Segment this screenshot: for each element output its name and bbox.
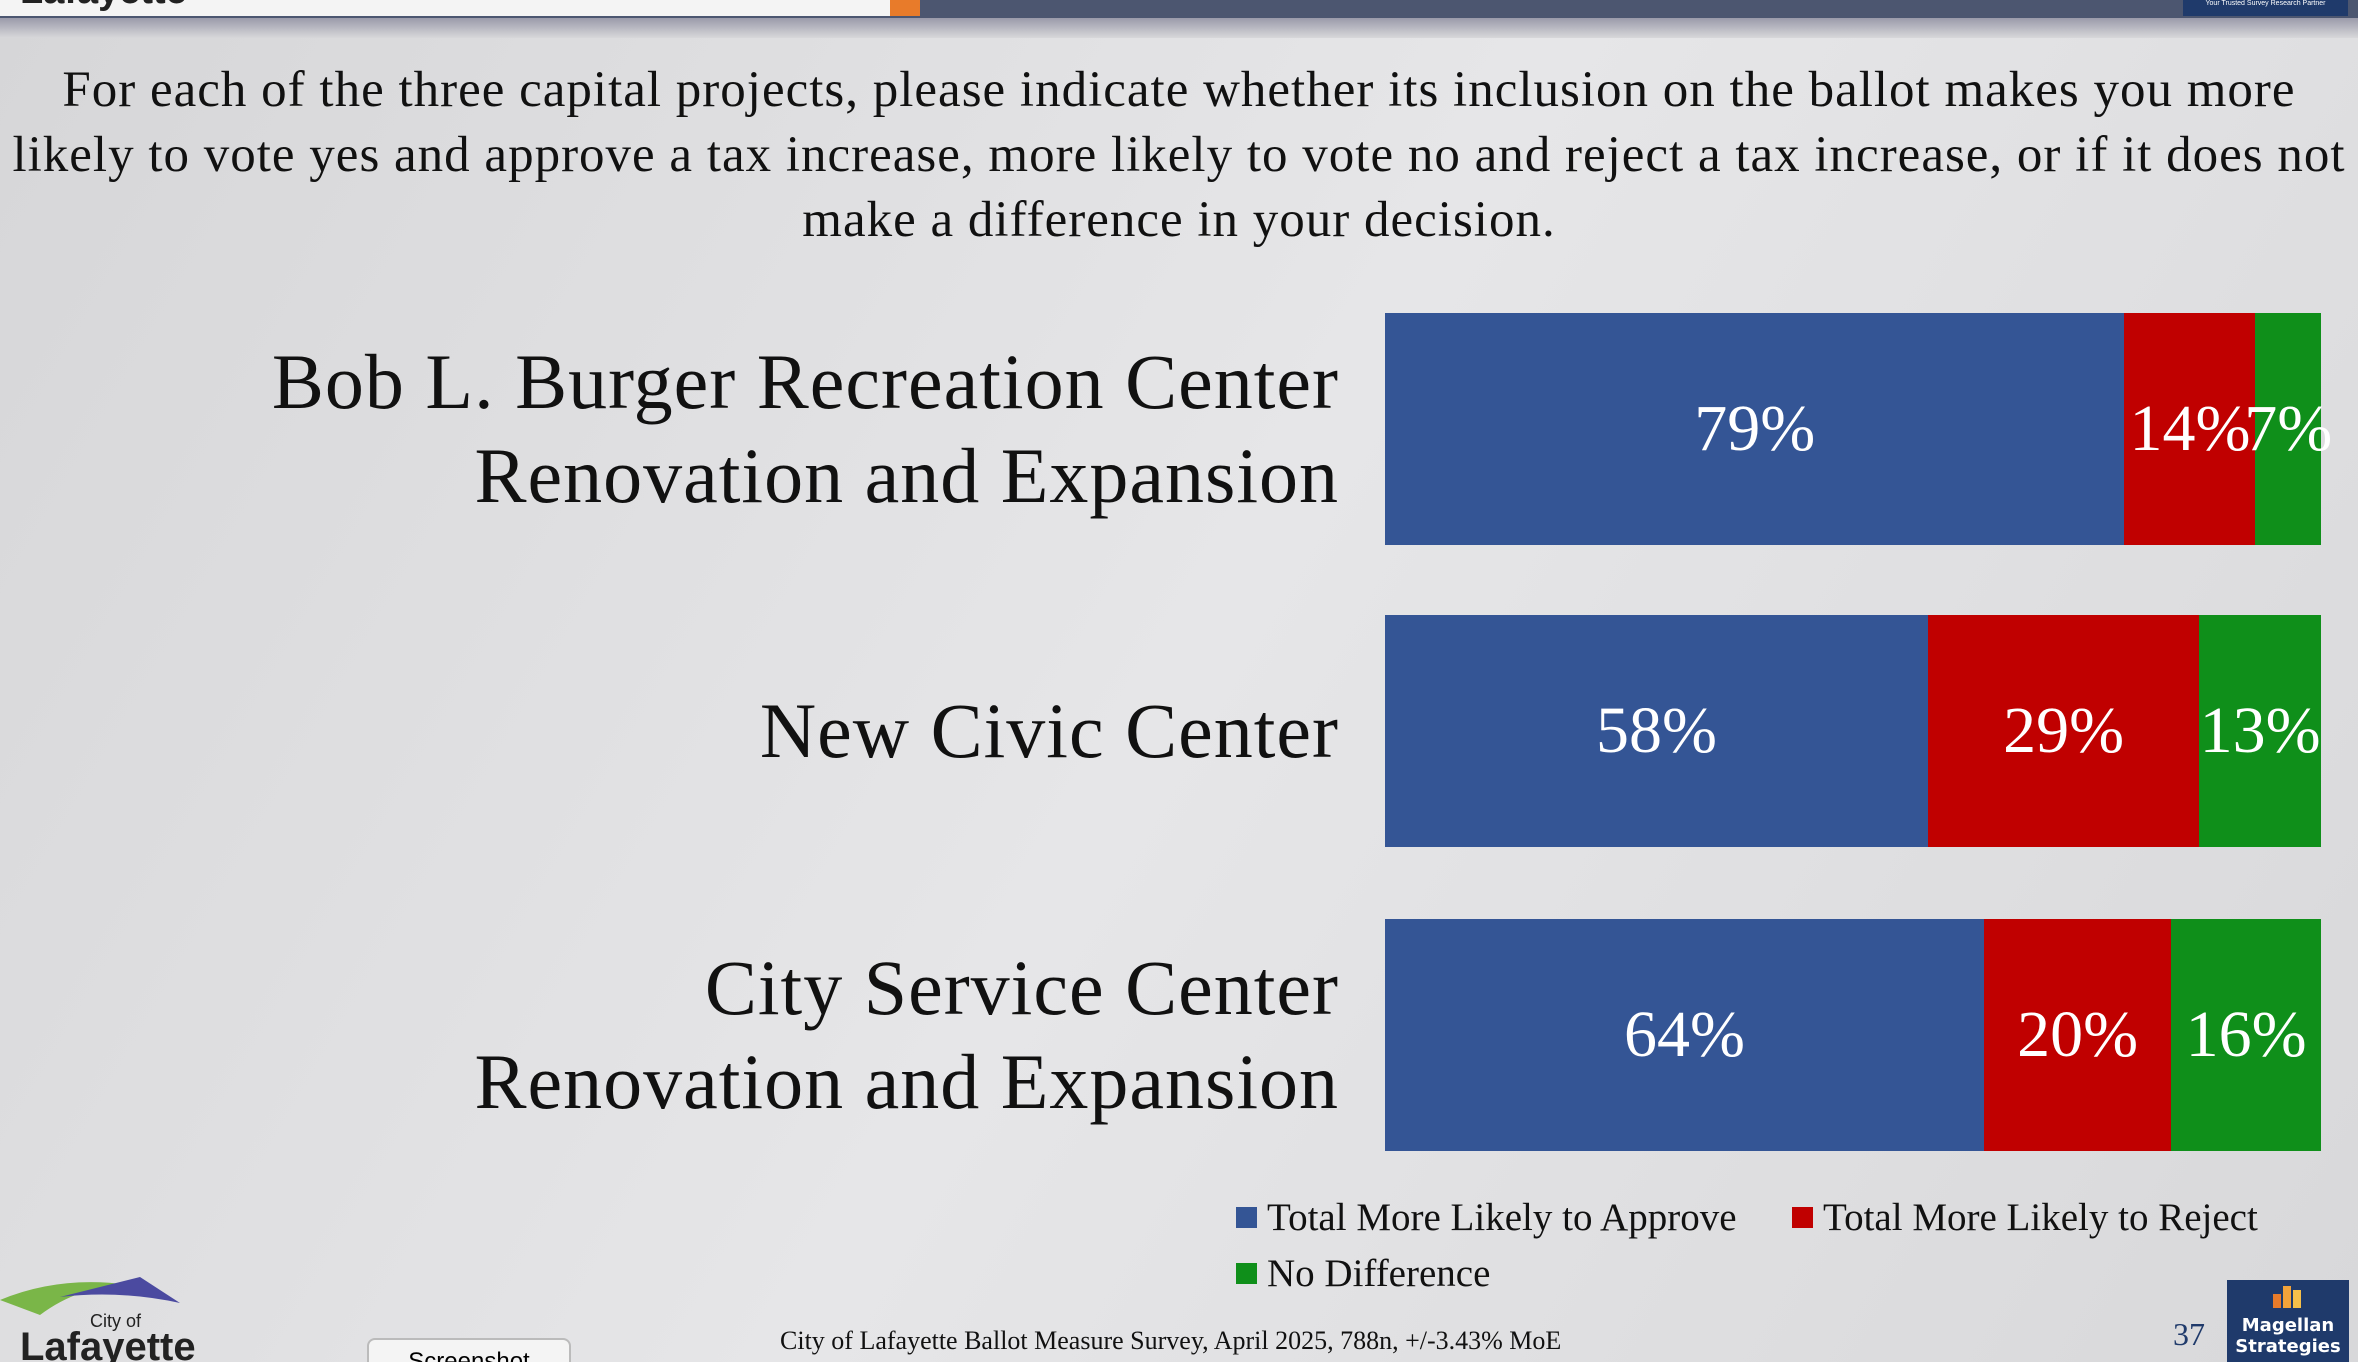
header-tab: Lafayette [0, 0, 890, 16]
bar-segment: 7% [2244, 313, 2332, 545]
value-label: 7% [2244, 392, 2333, 465]
chart-title: For each of the three capital projects, … [12, 62, 2346, 248]
value-label: 13% [2199, 694, 2321, 767]
category-label: Bob L. Burger Recreation Center Renovati… [39, 313, 1339, 545]
logo-art [0, 1277, 180, 1315]
city-logo: City of Lafayette [0, 1275, 200, 1362]
header-title: Lafayette [20, 0, 187, 13]
bar-segment: 20% [1984, 919, 2172, 1151]
value-label: 14% [2129, 392, 2251, 465]
header-logo: Your Trusted Survey Research Partner [2183, 0, 2348, 16]
value-label: 64% [1624, 998, 1745, 1071]
category-label: City Service Center Renovation and Expan… [39, 919, 1339, 1151]
header-tagline: Your Trusted Survey Research Partner [2205, 0, 2326, 7]
category-label: New Civic Center [39, 615, 1339, 847]
legend-swatch [1236, 1207, 1257, 1228]
bar-segment: 16% [2171, 919, 2321, 1151]
category-text: New Civic Center [759, 687, 1339, 774]
legend-text: Total More Likely to Approve [1267, 1196, 1737, 1239]
logo-bars [2273, 1286, 2301, 1308]
magellan-logo: Magellan Strategies [2227, 1280, 2349, 1362]
bar-segment: 13% [2199, 615, 2321, 847]
logo-text: Magellan [2241, 1315, 2335, 1336]
bar-segment: 79% [1385, 313, 2125, 545]
screenshot-button[interactable]: Screenshot [367, 1338, 571, 1362]
category-text: Bob L. Burger Recreation Center Renovati… [271, 338, 1339, 519]
accent [890, 0, 920, 16]
legend-item: No Difference [1236, 1251, 1490, 1296]
logo-text: Lafayette [20, 1325, 196, 1362]
legend-text: No Difference [1267, 1252, 1491, 1295]
bar-segment: 64% [1385, 919, 1985, 1151]
category-text: City Service Center Renovation and Expan… [474, 944, 1339, 1125]
top-shadow [0, 18, 2358, 38]
legend-text: Total More Likely to Reject [1823, 1196, 2258, 1239]
value-label: 79% [1694, 392, 1816, 465]
bar-segment: 58% [1385, 615, 1928, 847]
bar-segment: 29% [1927, 615, 2200, 847]
page-number: 37 [2173, 1316, 2205, 1352]
legend-item: Total More Likely to Reject [1792, 1195, 2258, 1240]
bar-segment: 14% [2124, 313, 2256, 545]
logo-text: Strategies [2235, 1336, 2341, 1357]
legend-swatch [1792, 1207, 1813, 1228]
value-label: 16% [2185, 998, 2307, 1071]
legend-swatch [1236, 1263, 1257, 1284]
legend-item: Total More Likely to Approve [1236, 1195, 1737, 1240]
value-label: 29% [2003, 694, 2125, 767]
source: City of Lafayette Ballot Measure Survey,… [780, 1326, 1562, 1355]
value-label: 20% [2017, 998, 2139, 1071]
value-label: 58% [1595, 694, 1717, 767]
logo-text: City of [90, 1311, 142, 1331]
